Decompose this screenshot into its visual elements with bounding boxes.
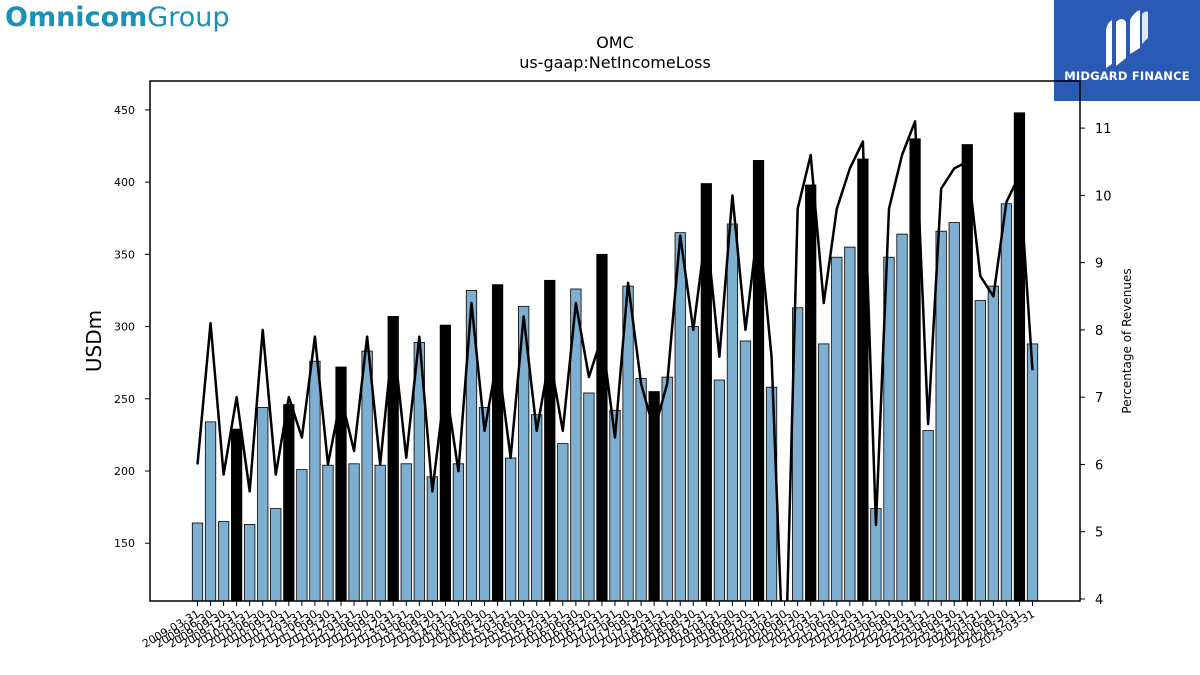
bar-quarterly (505, 457, 517, 601)
bar-quarterly (818, 343, 830, 601)
bar-quarterly (883, 256, 895, 601)
y2-tick-label: 10 (1095, 189, 1112, 204)
y-tick-label: 300 (114, 321, 135, 334)
y-tick-label: 250 (114, 393, 135, 406)
bar-quarterly (896, 233, 908, 601)
bar-annual (700, 183, 712, 601)
y-tick-label: 450 (114, 104, 135, 117)
chart-subtitle: us-gaap:NetIncomeLoss (519, 53, 711, 72)
y-tick-label: 350 (114, 248, 135, 261)
midgard-finance-name: MIDGARD FINANCE (1064, 69, 1190, 83)
bar-quarterly (765, 386, 778, 601)
bar-quarterly (948, 222, 960, 601)
y-axis-left: 150 200 250 300 350 400 450 (114, 104, 150, 550)
bar-quarterly (426, 476, 438, 601)
bar-quarterly (1000, 203, 1013, 601)
bar-quarterly (974, 300, 986, 601)
y2-tick-label: 4 (1095, 593, 1103, 608)
y2-tick-label: 6 (1095, 458, 1103, 473)
y-tick-label: 400 (114, 176, 135, 189)
bar-quarterly (687, 326, 699, 601)
bar-quarterly (257, 407, 269, 601)
bars-layer (191, 112, 1039, 601)
y2-axis-label: Percentage of Revenues (1120, 268, 1134, 413)
bar-annual (283, 404, 295, 601)
y-tick-label: 200 (114, 465, 135, 478)
bar-quarterly (531, 414, 543, 601)
bar-quarterly (661, 376, 673, 601)
bar-annual (752, 160, 765, 601)
bar-quarterly (792, 307, 804, 601)
midgard-m-icon (1106, 10, 1148, 68)
bar-quarterly (844, 246, 856, 601)
bar-quarterly (400, 463, 412, 601)
bar-quarterly (465, 290, 478, 601)
bar-quarterly (361, 350, 373, 601)
bar-annual (805, 184, 817, 601)
bar-quarterly (609, 409, 621, 601)
line-layer (196, 120, 1034, 601)
bar-quarterly (452, 463, 465, 601)
bar-quarterly (374, 464, 386, 601)
bar-quarterly (348, 463, 360, 601)
y-axis-right: 4 5 6 7 8 9 10 11 (1080, 122, 1112, 608)
bar-quarterly (935, 230, 947, 601)
y-axis-label: USDm (82, 310, 106, 372)
bar-quarterly (191, 522, 204, 601)
bar-quarterly (309, 360, 321, 601)
bar-quarterly (204, 421, 217, 601)
bar-quarterly (922, 430, 934, 601)
bar-annual (387, 316, 399, 601)
bar-annual (231, 428, 243, 601)
bar-quarterly (726, 223, 739, 601)
bar-quarterly (583, 392, 595, 601)
bar-annual (439, 324, 452, 601)
bar-annual (335, 366, 347, 601)
y2-tick-label: 7 (1095, 391, 1103, 406)
bar-quarterly (478, 407, 491, 601)
bar-annual (648, 391, 660, 601)
y2-tick-label: 5 (1095, 526, 1103, 541)
bar-quarterly (635, 378, 647, 601)
logo-left-light: Group (147, 2, 230, 33)
bar-quarterly (518, 305, 530, 601)
bar-annual (1013, 112, 1026, 601)
bar-quarterly (217, 521, 230, 601)
bar-annual (491, 284, 504, 601)
y2-tick-label: 8 (1095, 324, 1103, 339)
midgard-finance-logo: MIDGARD FINANCE (1054, 0, 1200, 101)
bar-quarterly (570, 288, 582, 601)
bar-quarterly (987, 285, 999, 601)
bar-quarterly (1026, 343, 1039, 601)
y2-tick-label: 9 (1095, 257, 1103, 272)
bar-quarterly (322, 464, 334, 601)
bar-annual (961, 144, 973, 601)
bar-quarterly (739, 340, 752, 601)
bar-annual (544, 279, 556, 601)
bar-quarterly (296, 469, 308, 601)
x-axis: 2009-03-312009-06-302009-09-302009-12-31… (140, 601, 1037, 651)
bar-quarterly (713, 379, 725, 601)
logo-left-bold: Omnicom (5, 2, 148, 33)
bar-quarterly (270, 508, 282, 601)
omnicom-group-logo: OmnicomGroup (5, 2, 229, 34)
bar-quarterly (831, 256, 843, 601)
bar-annual (596, 253, 608, 601)
chart-title: OMC (596, 33, 634, 52)
percent-of-revenue-line (196, 120, 1034, 601)
bar-quarterly (557, 443, 569, 601)
y-tick-label: 150 (114, 537, 135, 550)
bar-quarterly (244, 524, 256, 601)
y2-tick-label: 11 (1095, 122, 1112, 137)
